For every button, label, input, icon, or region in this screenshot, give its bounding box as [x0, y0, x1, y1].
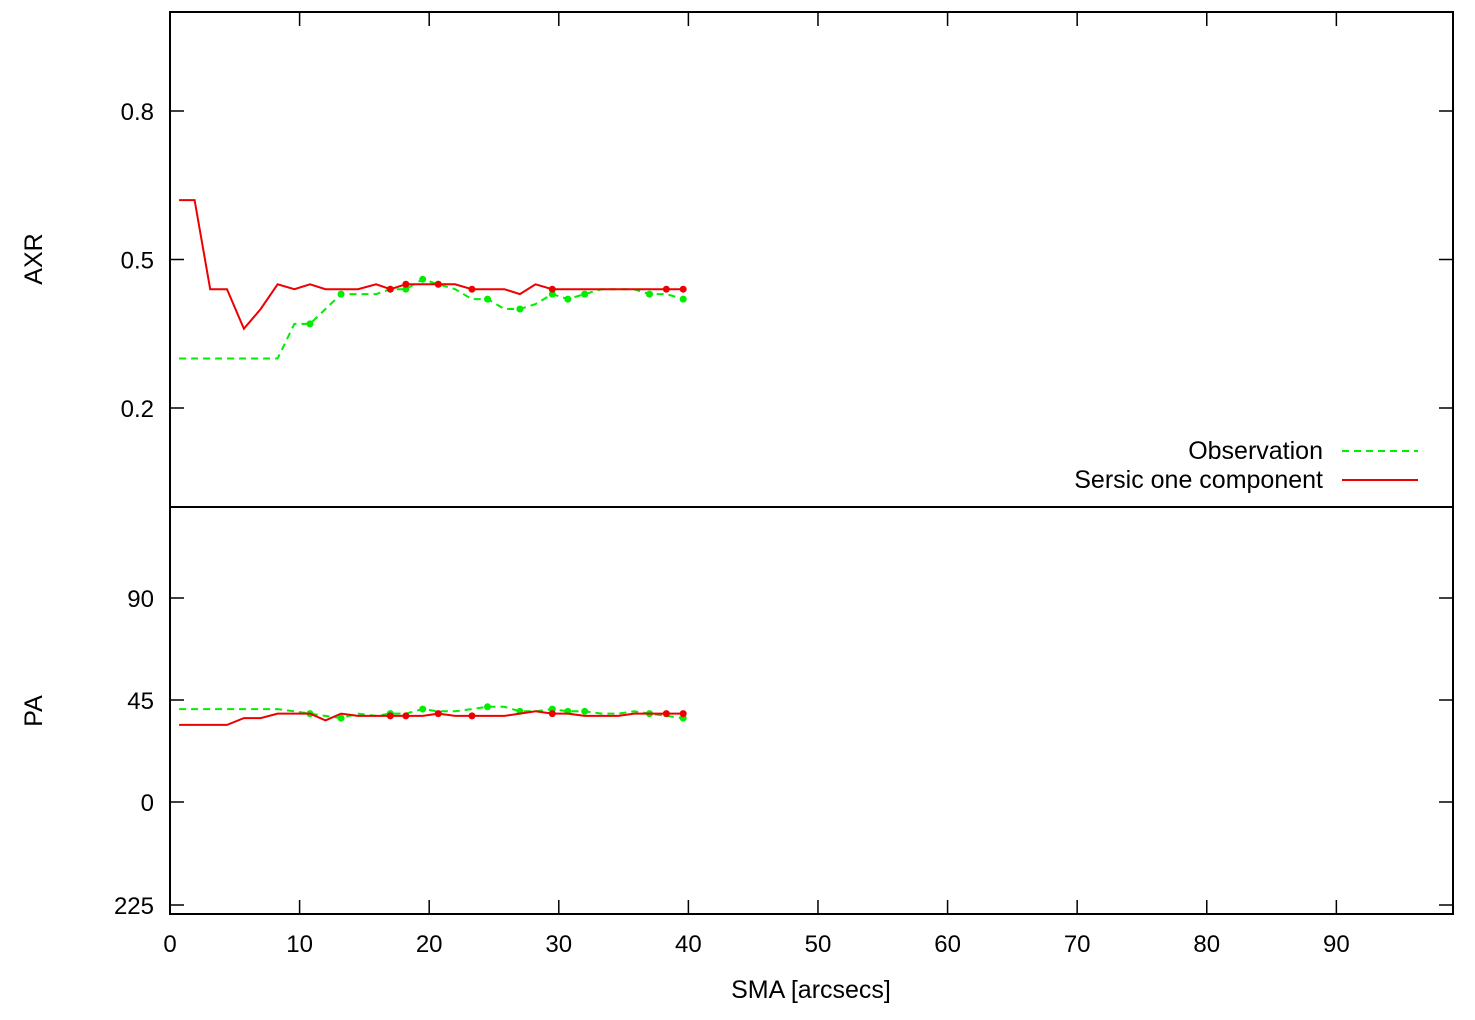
- top-point-observation: [337, 290, 345, 298]
- x-tick-label: 10: [286, 931, 313, 958]
- top-panel: 0.2 0.5 0.8: [121, 11, 1454, 508]
- legend-label-sersic: Sersic one component: [1074, 466, 1323, 494]
- top-point-observation: [419, 275, 427, 283]
- top-y-tick-label: 0.2: [121, 396, 154, 423]
- x-tick-label: 40: [675, 931, 702, 958]
- bottom-point-sersic-one-component: [548, 710, 556, 718]
- bottom-point-observation: [419, 705, 427, 713]
- bottom-y-tick-label: 0: [141, 790, 154, 817]
- top-point-sersic-one-component: [679, 285, 687, 293]
- top-y-tick-label: 0.8: [121, 99, 154, 126]
- top-series-line-sersic-one-component: [179, 199, 684, 331]
- top-series-line-observation: [179, 278, 684, 360]
- top-point-observation: [646, 290, 654, 298]
- bottom-panel: 225 0 45 90 0 10 20 30 40 50 60 70 80 90: [114, 506, 1454, 958]
- bottom-y-tick-label: 225: [114, 893, 154, 920]
- top-point-observation: [679, 295, 687, 303]
- x-tick-label: 30: [545, 931, 572, 958]
- x-tick-label: 0: [163, 931, 176, 958]
- top-point-observation: [516, 305, 524, 313]
- x-axis-title: SMA [arcsecs]: [731, 976, 891, 1004]
- top-point-observation: [581, 290, 589, 298]
- bottom-y-tick-label: 45: [127, 688, 154, 715]
- x-tick-label: 50: [805, 931, 832, 958]
- x-tick-label: 20: [416, 931, 443, 958]
- top-plot-frame: [169, 11, 1454, 508]
- legend-label-observation: Observation: [1188, 437, 1323, 465]
- legend: Observation Sersic one component: [1074, 437, 1418, 494]
- top-y-axis-title: AXR: [20, 233, 48, 284]
- bottom-point-sersic-one-component: [679, 710, 687, 718]
- x-tick-label: 80: [1193, 931, 1220, 958]
- bottom-point-sersic-one-component: [468, 712, 476, 720]
- top-point-observation: [402, 285, 410, 293]
- top-y-tick-label: 0.5: [121, 248, 154, 275]
- x-tick-label: 90: [1323, 931, 1350, 958]
- bottom-point-observation: [581, 707, 589, 715]
- bottom-point-observation: [484, 703, 492, 711]
- bottom-series-line-sersic-one-component: [179, 710, 684, 726]
- bottom-series-line-observation: [179, 705, 684, 720]
- bottom-point-sersic-one-component: [402, 712, 410, 720]
- top-point-observation: [484, 295, 492, 303]
- bottom-point-sersic-one-component: [386, 712, 394, 720]
- top-point-sersic-one-component: [386, 285, 394, 293]
- bottom-y-tick-label: 90: [127, 586, 154, 613]
- bottom-y-axis-title: PA: [20, 695, 48, 727]
- bottom-point-observation: [337, 714, 345, 722]
- bottom-point-sersic-one-component: [662, 710, 670, 718]
- top-point-sersic-one-component: [402, 280, 410, 288]
- top-point-sersic-one-component: [662, 285, 670, 293]
- top-point-sersic-one-component: [434, 280, 442, 288]
- top-point-sersic-one-component: [468, 285, 476, 293]
- bottom-point-sersic-one-component: [434, 710, 442, 718]
- top-point-observation: [306, 320, 314, 328]
- top-point-sersic-one-component: [548, 285, 556, 293]
- bottom-plot-frame: [169, 506, 1454, 915]
- x-tick-label: 70: [1064, 931, 1091, 958]
- top-point-observation: [548, 290, 556, 298]
- top-point-observation: [564, 295, 572, 303]
- x-tick-label: 60: [934, 931, 961, 958]
